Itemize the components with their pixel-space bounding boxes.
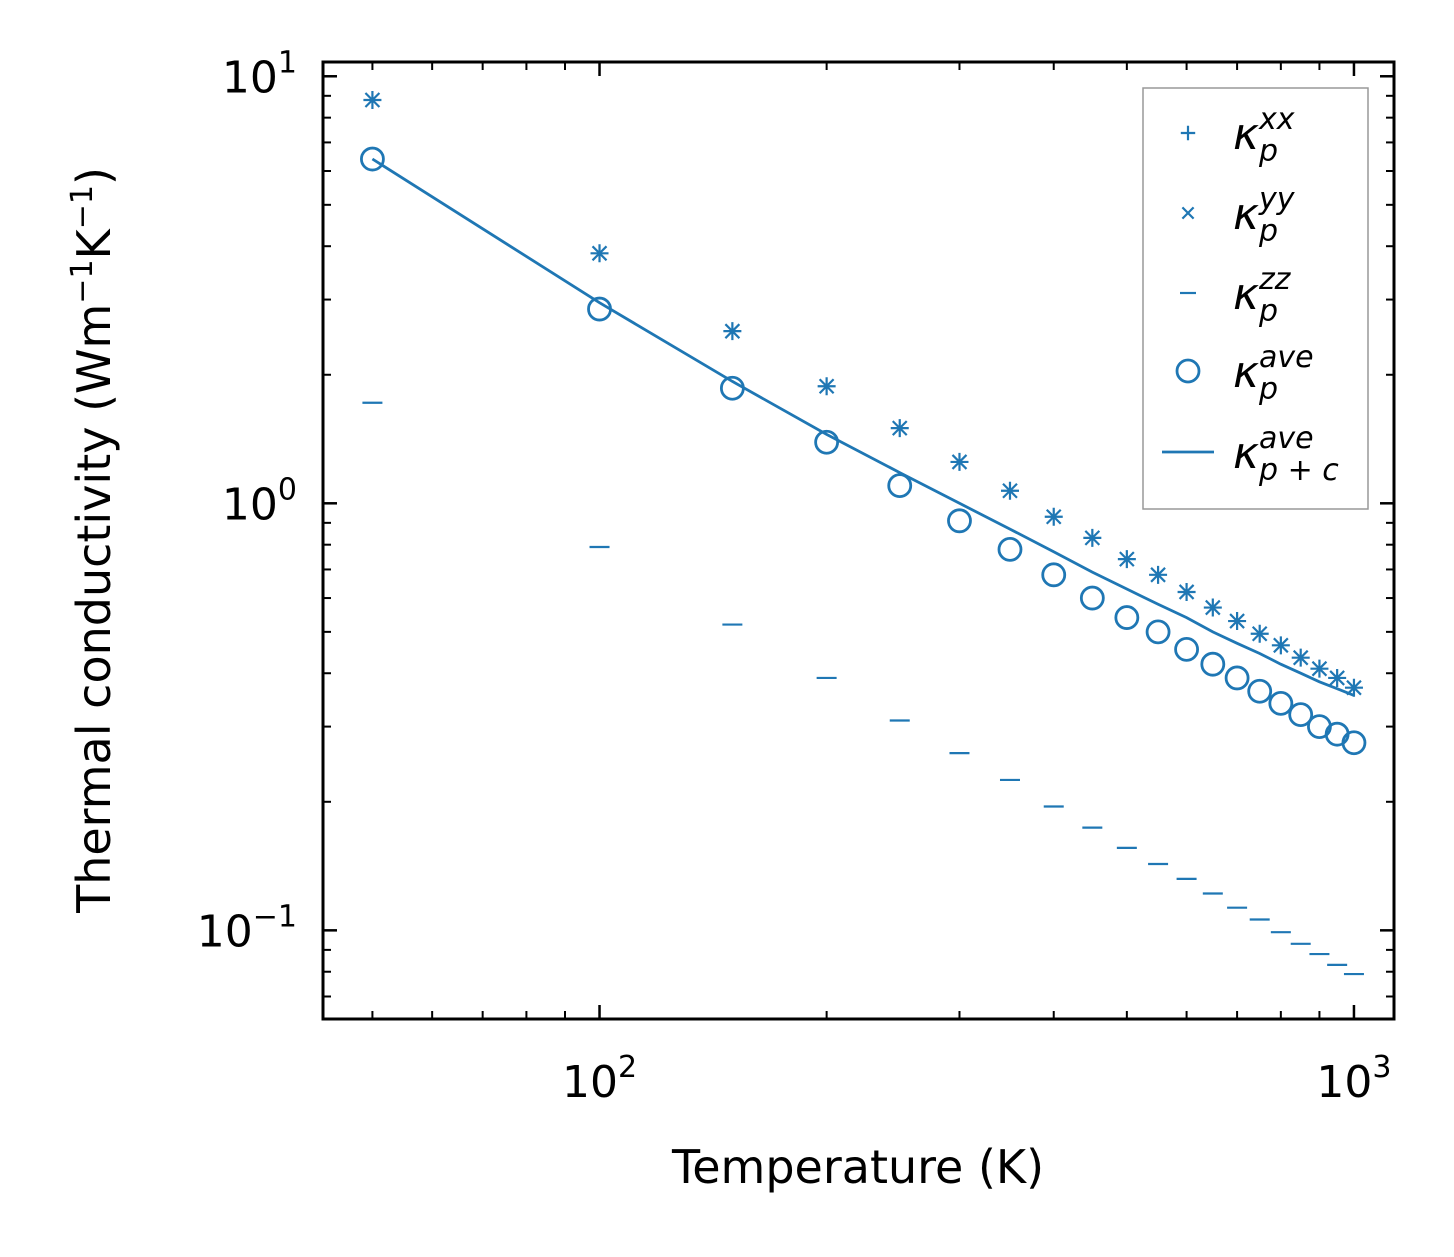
- y-tick-label: 101: [222, 45, 297, 103]
- data-point: [1324, 721, 1350, 747]
- data-point: [1174, 636, 1199, 662]
- legend-label: κyy p: [1233, 182, 1296, 249]
- x-axis-label: Temperature (K): [671, 1140, 1044, 1194]
- data-point: [1084, 530, 1101, 546]
- data-point: [1178, 584, 1195, 600]
- data-point: [1273, 637, 1289, 654]
- data-point: [1045, 508, 1062, 525]
- data-point: [1114, 605, 1140, 630]
- legend-label: κzz p: [1233, 262, 1292, 329]
- legend-entry: κyy p: [1181, 182, 1296, 249]
- data-point: [891, 420, 908, 436]
- data-point: [1292, 649, 1309, 666]
- legend-entry: κave p + c: [1162, 421, 1339, 488]
- x-tick-label: 102: [562, 1050, 637, 1108]
- data-point: [360, 146, 385, 172]
- legend-marker: [1181, 206, 1195, 220]
- data-point: [1079, 585, 1105, 611]
- legend-entry: κave p: [1175, 340, 1314, 407]
- y-axis-label: Thermal conductivity (Wm−1K−1): [65, 167, 121, 914]
- data-point: [1119, 551, 1135, 567]
- series-hline: [362, 401, 1364, 976]
- series-layer: [360, 90, 1367, 976]
- data-point: [1329, 670, 1345, 686]
- data-point: [818, 378, 835, 395]
- data-point: [724, 323, 741, 339]
- legend-label: κave p: [1233, 340, 1314, 407]
- tick-labels: 102 103 10−1 100 101: [197, 45, 1392, 1108]
- legend-marker: [1180, 125, 1196, 141]
- axes-frame: [321, 60, 1396, 1021]
- legend-entry: κxx p: [1180, 102, 1295, 169]
- x-tick-label: 103: [1316, 1050, 1391, 1108]
- legend-marker: [1175, 358, 1201, 384]
- data-point: [1002, 482, 1018, 499]
- data-point: [947, 508, 972, 534]
- legend: κxx p κyy p κzz p κave p κave p + c: [1142, 87, 1369, 510]
- y-tick-label: 10−1: [197, 899, 297, 957]
- legend-label: κave p + c: [1233, 421, 1339, 488]
- data-point: [1247, 678, 1273, 704]
- data-point: [1205, 599, 1221, 616]
- data-point: [1311, 660, 1328, 677]
- data-point: [814, 429, 840, 455]
- legend-label: κxx p: [1233, 102, 1295, 169]
- data-point: [997, 536, 1023, 562]
- y-tick-label: 100: [222, 472, 297, 530]
- series-line: [371, 157, 1355, 697]
- legend-entry: κzz p: [1180, 262, 1292, 329]
- data-point: [1150, 567, 1166, 583]
- data-point: [364, 92, 381, 108]
- data-point: [1200, 651, 1226, 677]
- series-line: [371, 157, 1355, 697]
- data-point: [1251, 625, 1268, 642]
- data-point: [951, 454, 968, 470]
- series-x: [364, 92, 1362, 696]
- data-point: [1341, 730, 1367, 756]
- data-point: [1224, 665, 1250, 691]
- data-point: [1041, 562, 1067, 588]
- data-point: [1145, 619, 1171, 645]
- legend-box: [1142, 87, 1369, 510]
- data-point: [1288, 702, 1314, 728]
- data-point: [1268, 690, 1294, 716]
- data-point: [887, 473, 913, 499]
- data-point: [591, 245, 608, 262]
- data-point: [1229, 613, 1245, 629]
